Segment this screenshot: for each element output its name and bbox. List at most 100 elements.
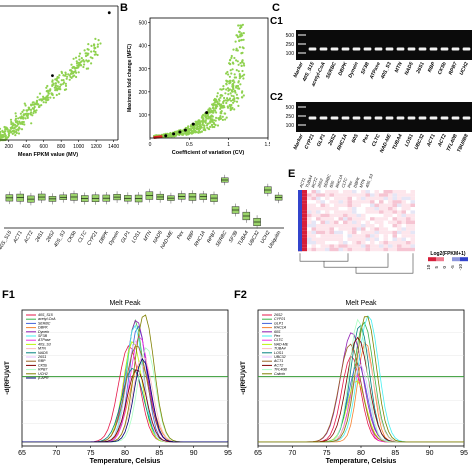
heatmap-cell xyxy=(383,200,388,204)
scatter-point xyxy=(31,103,34,106)
scatter-point xyxy=(3,125,6,129)
heatmap-cell xyxy=(388,203,393,207)
category-label: CYP21 xyxy=(86,230,99,247)
heatmap-cell xyxy=(406,207,411,211)
lane-label: NAD5 xyxy=(404,61,415,76)
scatter-point xyxy=(90,50,93,53)
heatmap-cell xyxy=(311,190,316,194)
heatmap-cell xyxy=(347,224,352,228)
scatter-point xyxy=(15,115,18,118)
y-tick-label: 100 xyxy=(139,113,148,119)
heatmap-cell xyxy=(370,247,375,252)
heatmap-column-label: RHC1A xyxy=(334,174,343,189)
scatter-point xyxy=(229,81,232,84)
heatmap-cell xyxy=(406,227,411,231)
heatmap-cell xyxy=(356,203,361,207)
heatmap-cell xyxy=(383,230,388,235)
heatmap-cell xyxy=(311,203,316,207)
heatmap-cell xyxy=(343,241,348,245)
pcr-band xyxy=(341,116,350,120)
scatter-point xyxy=(26,116,29,119)
legend-tick: 10 xyxy=(426,264,431,270)
scatter-point xyxy=(236,96,239,100)
legend-label: TFL40B xyxy=(274,368,287,372)
heatmap-cell xyxy=(316,224,321,228)
heatmap-cell xyxy=(392,244,397,248)
scatter-point xyxy=(187,125,190,128)
x-axis-label: Coefficient of variation (CV) xyxy=(172,150,245,156)
heatmap-cell xyxy=(361,190,366,194)
scatter-point xyxy=(58,85,62,88)
heatmap-cell xyxy=(338,207,343,211)
heatmap-cell xyxy=(352,241,357,245)
heatmap-cell xyxy=(379,190,384,194)
x-tick-label: 1200 xyxy=(91,144,102,150)
heatmap-cell xyxy=(383,247,388,252)
legend-label: RHC1A xyxy=(274,326,287,330)
heatmap-column-label: 60S xyxy=(328,180,335,189)
scatter-point xyxy=(10,127,13,130)
heatmap-cell xyxy=(388,234,393,238)
heatmap-cell xyxy=(352,247,357,252)
scatter-point xyxy=(230,107,233,110)
scatter-point xyxy=(13,131,16,134)
heatmap-cell xyxy=(361,207,366,211)
heatmap-cell xyxy=(397,200,402,204)
scatter-point xyxy=(215,98,218,101)
heatmap-cell xyxy=(302,203,307,207)
heatmap-cell xyxy=(307,237,312,241)
heatmap-cell xyxy=(356,247,361,252)
scatter-point xyxy=(185,133,188,136)
scatter-point xyxy=(8,129,11,132)
scatter-point xyxy=(214,119,217,122)
heatmap-cell xyxy=(320,200,325,204)
scatter-point xyxy=(22,117,25,120)
scatter-point xyxy=(11,122,14,125)
heatmap-cell xyxy=(347,190,352,194)
scatter-point xyxy=(86,48,89,51)
heatmap-cell xyxy=(383,196,388,201)
lane-label: SERBC xyxy=(325,61,338,80)
pcr-band xyxy=(341,47,350,51)
legend-label: MTN xyxy=(38,347,46,351)
heatmap-cell xyxy=(311,237,316,241)
highlight-point xyxy=(191,122,195,126)
lane-label: CK5b xyxy=(437,61,448,75)
heatmap-cell xyxy=(379,230,384,235)
heatmap-cell xyxy=(374,203,379,207)
heatmap-cell xyxy=(347,241,352,245)
heatmap-cell xyxy=(334,193,339,197)
scatter-point xyxy=(231,86,235,89)
scatter-point xyxy=(30,122,33,125)
heatmap-cell xyxy=(311,241,316,245)
heatmap-cell xyxy=(307,217,312,221)
scatter-point xyxy=(235,100,239,103)
heatmap-cell xyxy=(343,217,348,221)
highlight-point xyxy=(107,11,111,15)
scatter-point xyxy=(48,89,51,92)
heatmap-cell xyxy=(392,213,397,218)
category-label: RHC1A xyxy=(193,229,207,247)
scatter-point xyxy=(224,92,227,95)
heatmap-cell xyxy=(307,234,312,238)
scatter-point xyxy=(178,133,181,136)
legend-tick: -10 xyxy=(458,263,463,270)
category-label: 40S_S15 xyxy=(0,230,13,251)
scatter-point xyxy=(219,96,222,99)
heatmap-cell xyxy=(325,193,330,197)
scatter-point xyxy=(12,129,15,132)
scatter-point xyxy=(24,104,27,107)
heatmap-cell xyxy=(401,210,406,214)
pcr-band xyxy=(319,116,328,120)
scatter-point xyxy=(231,90,234,93)
heatmap-cell xyxy=(334,207,339,211)
heatmap-cell xyxy=(352,217,357,221)
scatter-point xyxy=(65,77,68,80)
heatmap-cell xyxy=(334,213,339,218)
scatter-point xyxy=(202,124,205,127)
scatter-point xyxy=(0,127,2,130)
scatter-point xyxy=(66,75,69,78)
scatter-point xyxy=(62,79,65,82)
heatmap-cell xyxy=(406,247,411,252)
chart-title: Melt Peak xyxy=(345,300,377,307)
